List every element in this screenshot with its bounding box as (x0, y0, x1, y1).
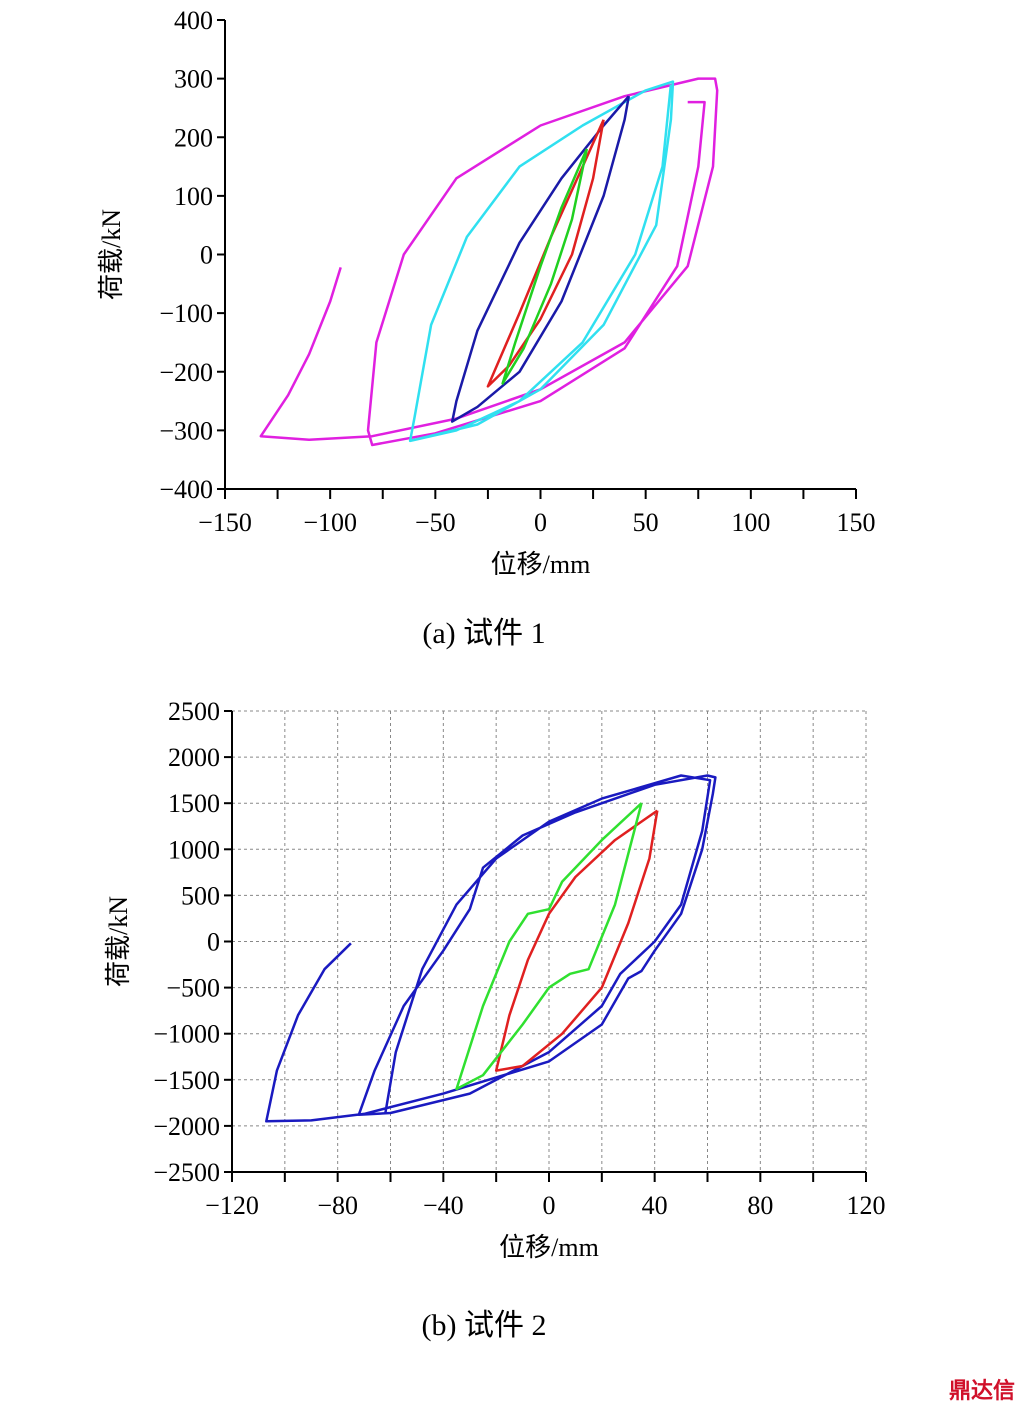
y-axis-label: 荷载/kN (104, 896, 133, 987)
x-tick-label: 0 (534, 508, 547, 537)
x-axis-label: 位移/mm (491, 550, 591, 579)
y-tick-label: −2500 (153, 1158, 220, 1187)
hysteresis-curve (259, 77, 719, 447)
x-tick-label: 50 (633, 508, 659, 537)
hysteresis-curve (265, 774, 717, 1123)
y-tick-label: −500 (166, 974, 220, 1003)
x-tick-label: −40 (423, 1191, 464, 1220)
x-tick-label: −80 (317, 1191, 358, 1220)
y-tick-label: 0 (207, 928, 220, 957)
hysteresis-curve (450, 95, 631, 423)
y-tick-label: 200 (174, 123, 213, 152)
y-tick-label: 2000 (168, 743, 220, 772)
x-tick-label: 150 (837, 508, 876, 537)
y-tick-label: 500 (181, 881, 220, 910)
y-tick-label: −100 (159, 299, 213, 328)
hysteresis-curve (494, 809, 659, 1072)
hysteresis-curve (455, 802, 643, 1091)
y-tick-label: −1000 (153, 1020, 220, 1049)
x-tick-label: 100 (731, 508, 770, 537)
y-tick-label: 300 (174, 65, 213, 94)
watermark: 鼎达信 (949, 1378, 1015, 1404)
x-tick-label: 0 (543, 1191, 556, 1220)
x-tick-label: 120 (847, 1191, 886, 1220)
caption: (a) 试件 1 (422, 617, 545, 650)
y-tick-label: −300 (159, 416, 213, 445)
x-tick-label: 80 (747, 1191, 773, 1220)
x-tick-label: −100 (303, 508, 357, 537)
y-tick-label: −1500 (153, 1066, 220, 1095)
hysteresis-curve (486, 119, 605, 388)
hysteresis-curve (501, 148, 589, 385)
y-tick-label: −200 (159, 358, 213, 387)
y-tick-label: 1500 (168, 789, 220, 818)
y-tick-label: 1000 (168, 835, 220, 864)
y-tick-label: 100 (174, 182, 213, 211)
y-tick-label: −400 (159, 475, 213, 504)
hysteresis-curve (408, 80, 675, 443)
x-axis-label: 位移/mm (499, 1233, 599, 1262)
y-tick-label: 400 (174, 6, 213, 35)
y-tick-label: 0 (200, 241, 213, 270)
caption: (b) 试件 2 (422, 1309, 547, 1342)
y-tick-label: 2500 (168, 697, 220, 726)
x-tick-label: −150 (198, 508, 252, 537)
x-tick-label: −120 (205, 1191, 259, 1220)
y-axis-label: 荷载/kN (97, 209, 126, 300)
x-tick-label: −50 (415, 508, 456, 537)
y-tick-label: −2000 (153, 1112, 220, 1141)
x-tick-label: 40 (642, 1191, 668, 1220)
